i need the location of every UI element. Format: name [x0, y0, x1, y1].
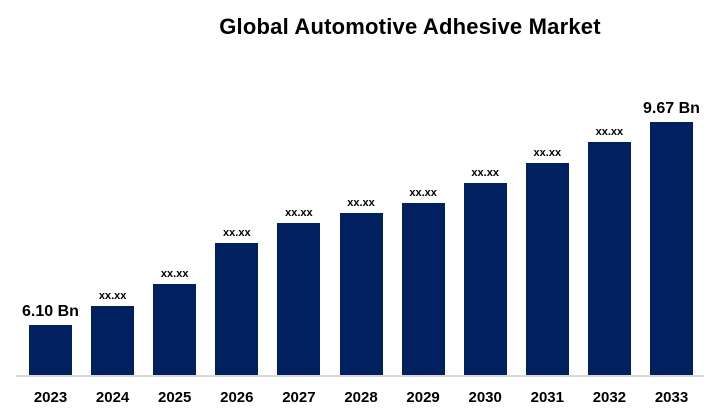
bar-2029 — [401, 203, 445, 376]
bar-2028 — [339, 213, 383, 376]
bar-value-label-2026: xx.xx — [223, 227, 251, 239]
bar-2030 — [463, 183, 507, 376]
x-axis-line — [16, 375, 704, 377]
x-axis-label-2033: 2033 — [654, 389, 689, 406]
bar-value-label-2029: xx.xx — [409, 187, 437, 199]
x-axis-label-2031: 2031 — [530, 389, 564, 406]
x-axis-label-2028: 2028 — [344, 389, 378, 406]
bar-value-label-2024: xx.xx — [98, 290, 127, 302]
bar-2032 — [587, 142, 631, 376]
x-axis-label-2030: 2030 — [468, 389, 502, 406]
bar-value-label-2028: xx.xx — [347, 197, 375, 209]
bar-2023 — [29, 325, 72, 376]
bar-2026 — [215, 243, 259, 376]
bar-value-label-2027: xx.xx — [285, 207, 313, 219]
bar-2027 — [277, 223, 321, 376]
x-axis-label-2024: 2024 — [95, 389, 130, 406]
x-axis-label-2025: 2025 — [158, 389, 192, 406]
bar-2024 — [91, 306, 135, 376]
x-axis-label-2026: 2026 — [220, 389, 254, 406]
bar-value-label-2032: xx.xx — [595, 126, 624, 138]
bar-2025 — [153, 284, 197, 376]
bar-value-label-2033: 9.67 Bn — [643, 100, 700, 117]
chart-title: Global Automotive Adhesive Market — [219, 14, 601, 39]
bar-value-label-2030: xx.xx — [471, 167, 499, 179]
x-axis-label-2029: 2029 — [406, 389, 440, 406]
bar-value-label-2023: 6.10 Bn — [22, 303, 79, 320]
x-axis-label-2032: 2032 — [592, 389, 627, 406]
x-axis-label-2027: 2027 — [282, 389, 316, 406]
bar-2031 — [525, 163, 569, 376]
bar-value-label-2031: xx.xx — [533, 147, 562, 159]
x-axis-label-2023: 2023 — [33, 389, 68, 406]
bar-value-label-2025: xx.xx — [160, 268, 189, 280]
bar-2033 — [650, 122, 693, 376]
